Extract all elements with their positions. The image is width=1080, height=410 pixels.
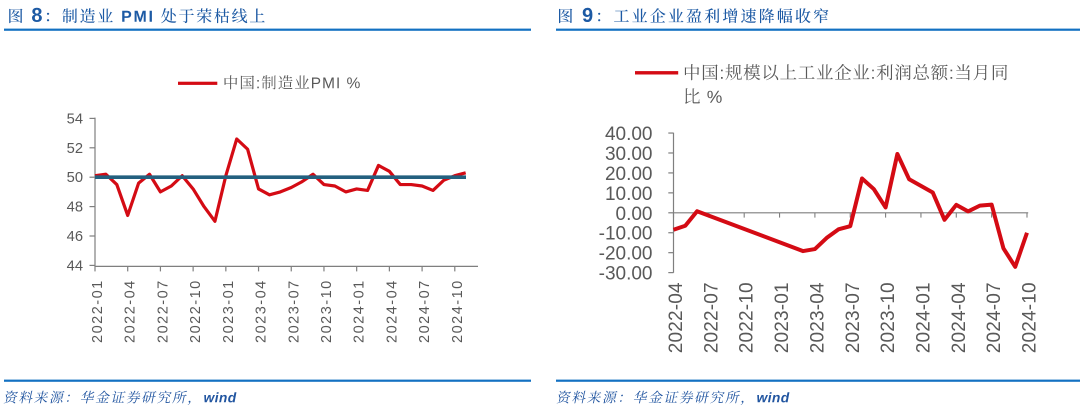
svg-text:2023-07: 2023-07 bbox=[286, 279, 302, 343]
svg-text:-20.00: -20.00 bbox=[599, 244, 653, 265]
svg-text:2022-07: 2022-07 bbox=[155, 279, 171, 343]
svg-text:2024-10: 2024-10 bbox=[450, 279, 466, 343]
svg-text:2022-10: 2022-10 bbox=[188, 279, 204, 343]
svg-text:2023-10: 2023-10 bbox=[878, 282, 899, 353]
svg-text:48: 48 bbox=[67, 200, 83, 216]
svg-text:2022-04: 2022-04 bbox=[666, 282, 687, 353]
svg-text:2023-10: 2023-10 bbox=[319, 279, 335, 343]
svg-text:2023-01: 2023-01 bbox=[221, 279, 237, 343]
svg-text:2024-01: 2024-01 bbox=[913, 282, 934, 353]
svg-text:0.00: 0.00 bbox=[616, 204, 653, 225]
svg-text:2023-04: 2023-04 bbox=[254, 279, 270, 343]
svg-text:2024-07: 2024-07 bbox=[984, 282, 1005, 353]
svg-text:50: 50 bbox=[67, 170, 83, 186]
svg-text:2024-10: 2024-10 bbox=[1019, 282, 1040, 353]
svg-text:54: 54 bbox=[67, 111, 83, 127]
svg-text:2024-04: 2024-04 bbox=[384, 279, 400, 343]
svg-text:2022-01: 2022-01 bbox=[90, 279, 106, 343]
svg-text:30.00: 30.00 bbox=[605, 144, 653, 165]
svg-text:20.00: 20.00 bbox=[605, 164, 653, 185]
svg-text:2022-10: 2022-10 bbox=[737, 282, 758, 353]
svg-text:40.00: 40.00 bbox=[605, 124, 653, 145]
svg-text:2024-07: 2024-07 bbox=[417, 279, 433, 343]
svg-text:-10.00: -10.00 bbox=[599, 224, 653, 245]
svg-text:2023-07: 2023-07 bbox=[843, 282, 864, 353]
svg-text:44: 44 bbox=[67, 258, 83, 274]
svg-text:52: 52 bbox=[67, 141, 83, 157]
svg-text:10.00: 10.00 bbox=[605, 184, 653, 205]
svg-text:2022-07: 2022-07 bbox=[701, 282, 722, 353]
svg-text:2024-04: 2024-04 bbox=[949, 282, 970, 353]
svg-text:2024-01: 2024-01 bbox=[352, 279, 368, 343]
svg-text:-30.00: -30.00 bbox=[599, 264, 653, 285]
svg-text:2023-01: 2023-01 bbox=[772, 282, 793, 353]
svg-text:46: 46 bbox=[67, 229, 83, 245]
svg-text:2023-04: 2023-04 bbox=[807, 282, 828, 353]
svg-text:2022-04: 2022-04 bbox=[123, 279, 139, 343]
